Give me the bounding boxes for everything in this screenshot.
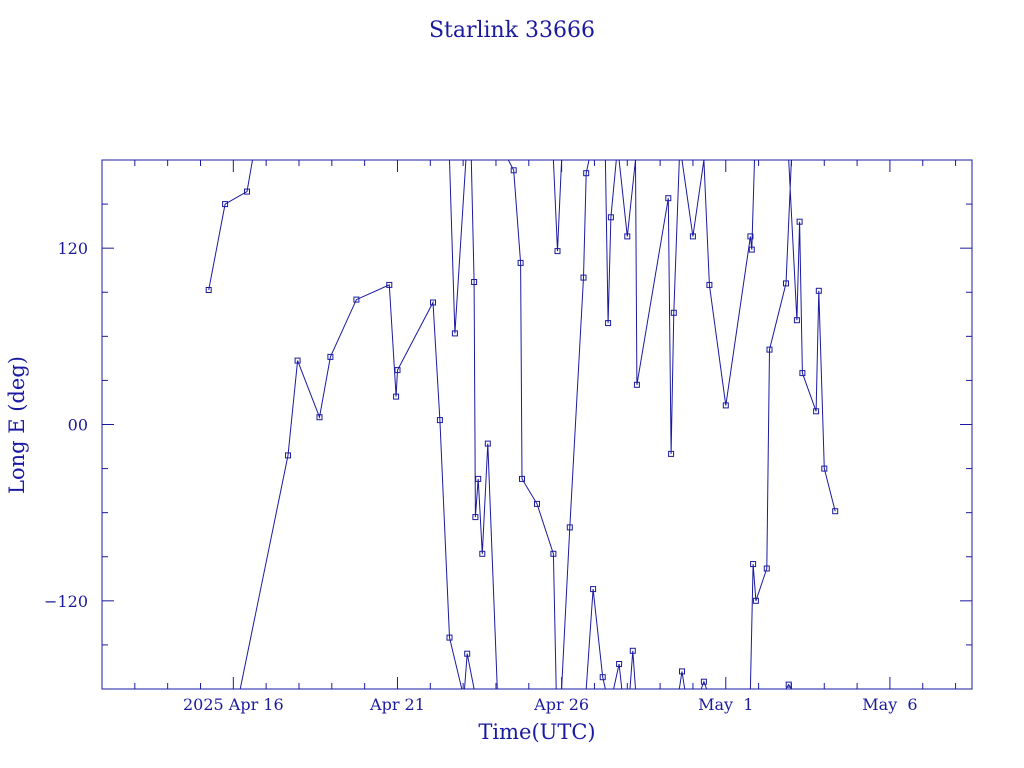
data-point [599,674,606,681]
x-tick-label: May 6 [862,695,917,714]
data-point [353,296,360,303]
data-point [472,514,479,521]
data-point [550,550,557,557]
data-point [668,450,675,457]
x-tick-label: Apr 26 [533,695,589,714]
data-point [294,357,301,364]
data-point [316,414,323,421]
data-point [815,287,822,294]
plot-frame [101,159,973,690]
data-point [484,440,491,447]
data-point [436,417,443,424]
x-tick-label: May 1 [698,695,753,714]
data-point [624,233,631,240]
data-point [566,524,573,531]
data-point [471,279,478,285]
data-point [479,550,486,557]
data-point [722,402,729,409]
data-point [605,320,612,327]
data-point [519,475,525,482]
data-point [793,317,800,324]
data-point [747,233,754,240]
data-point [832,508,839,515]
y-tick-label: −120 [44,592,88,611]
data-point [580,274,587,281]
data-point [821,465,828,472]
data-point [510,167,517,174]
axis-ticks [102,160,972,689]
data-point [554,248,561,255]
data-point [748,246,755,253]
data-point [813,408,820,415]
data-point [205,287,212,293]
series-line [208,160,836,689]
data-point [393,393,400,400]
data-point [799,370,806,377]
y-tick-label: 00 [68,416,88,435]
data-point [796,218,803,225]
data-point [222,201,229,208]
data-series [205,160,839,689]
data-point [327,353,334,360]
data-point [590,586,597,593]
chart-title: Starlink 33666 [429,18,595,43]
data-point [766,346,773,353]
data-point [583,170,590,177]
x-axis-label: Time(UTC) [478,720,595,744]
data-point [475,475,482,482]
data-point [394,367,401,374]
data-point [430,299,436,306]
data-point [785,681,792,688]
data-point [670,309,677,316]
x-tick-label: 2025 Apr 16 [183,695,284,714]
data-point [633,381,640,388]
data-point [285,452,291,459]
data-point [451,330,458,337]
data-point [763,565,770,572]
data-point [534,500,540,507]
data-point [386,281,393,288]
data-point [689,233,696,240]
data-point [517,259,524,266]
data-point [706,281,713,288]
x-tick-label: Apr 21 [369,695,425,714]
data-point [665,195,672,202]
data-point [750,561,757,568]
data-point [616,661,623,667]
data-point [752,597,759,604]
data-point [700,678,707,685]
data-point [629,647,636,654]
data-point [244,188,250,195]
y-axis-label: Long E (deg) [5,356,29,494]
y-tick-label: 120 [57,239,88,258]
data-point [783,280,789,287]
data-point [607,214,614,221]
data-point [679,668,685,675]
data-point [446,634,453,641]
tick-labels: 2025 Apr 16 Apr 21 Apr 26 May 1 May 6 120 00 −1… [44,239,918,714]
data-point [464,650,471,657]
